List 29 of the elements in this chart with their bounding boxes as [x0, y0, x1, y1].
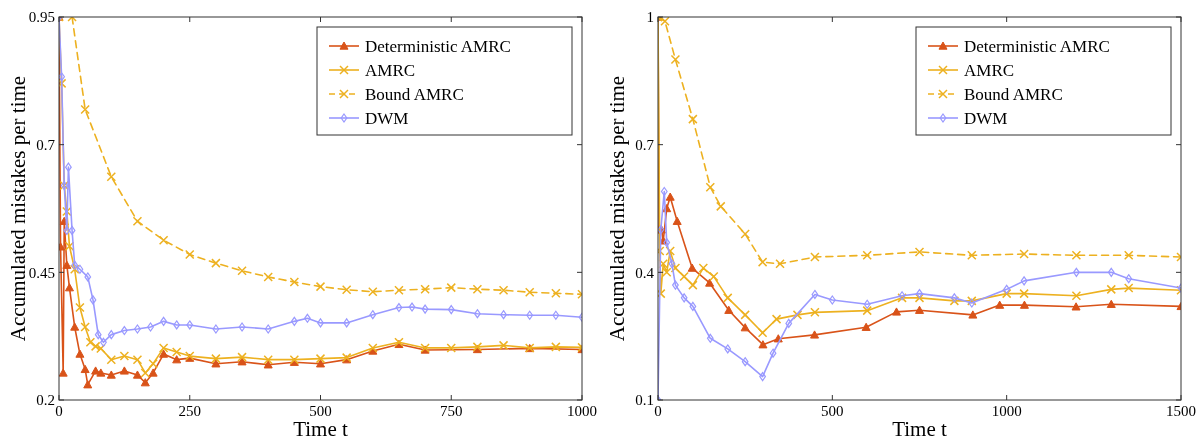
x-tick-label: 0: [654, 403, 662, 419]
y-axis-title: Accumulated mistakes per time: [6, 75, 30, 342]
y-tick-label: 0.7: [635, 136, 655, 153]
x-tick-label: 1000: [567, 403, 597, 419]
x-tick-label: 0: [55, 403, 63, 419]
x-tick-label: 1500: [1166, 403, 1196, 419]
legend-label: AMRC: [365, 60, 416, 80]
x-axis-title: Time t: [293, 417, 348, 441]
x-tick-label: 500: [309, 403, 332, 419]
legend-label: Deterministic AMRC: [964, 36, 1110, 56]
legend-label: Bound AMRC: [365, 84, 464, 104]
x-tick-label: 250: [178, 403, 201, 419]
legend-label: Bound AMRC: [964, 84, 1063, 104]
legend-label: Deterministic AMRC: [365, 36, 511, 56]
y-tick-label: 1: [646, 9, 654, 26]
y-tick-label: 0.95: [28, 9, 55, 26]
legend-label: DWM: [964, 108, 1008, 128]
y-tick-label: 0.45: [28, 264, 55, 281]
y-axis-title: Accumulated mistakes per time: [605, 75, 629, 342]
y-tick-label: 0.7: [36, 136, 56, 153]
legend-label: DWM: [365, 108, 409, 128]
x-tick-label: 500: [821, 403, 844, 419]
y-tick-label: 0.2: [36, 392, 55, 409]
x-tick-label: 1000: [991, 403, 1022, 419]
legend-label: AMRC: [964, 60, 1015, 80]
y-tick-label: 0.4: [635, 264, 655, 281]
x-tick-label: 750: [440, 403, 463, 419]
y-tick-label: 0.1: [635, 392, 654, 409]
x-axis-title: Time t: [892, 417, 947, 441]
